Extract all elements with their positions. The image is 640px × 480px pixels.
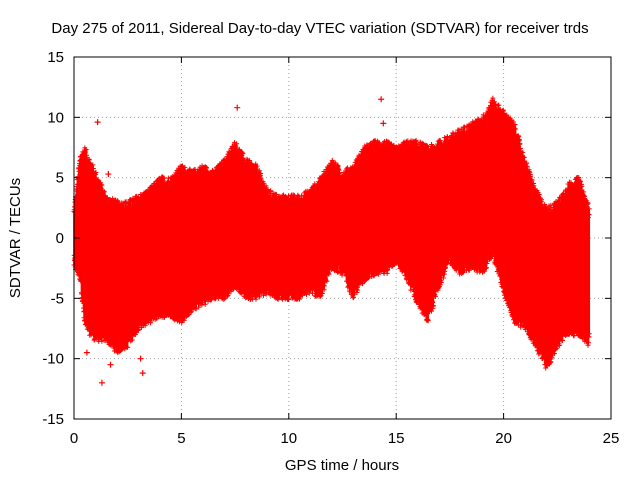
data-point xyxy=(83,146,89,152)
data-point xyxy=(139,325,145,331)
data-point xyxy=(129,337,135,343)
data-point xyxy=(119,347,125,353)
data-point xyxy=(142,323,148,329)
data-point xyxy=(125,344,131,350)
data-point xyxy=(99,182,105,188)
data-point xyxy=(99,338,105,344)
data-point xyxy=(148,318,154,324)
data-point xyxy=(101,189,107,195)
chart-title: Day 275 of 2011, Sidereal Day-to-day VTE… xyxy=(51,20,588,37)
data-point xyxy=(496,102,502,108)
data-layer xyxy=(71,95,592,386)
data-point xyxy=(161,175,167,181)
data-point xyxy=(90,165,96,171)
data-point xyxy=(93,169,99,175)
data-point xyxy=(105,196,111,202)
data-point xyxy=(90,162,96,168)
data-point xyxy=(110,196,116,202)
